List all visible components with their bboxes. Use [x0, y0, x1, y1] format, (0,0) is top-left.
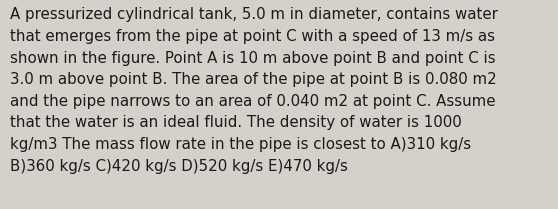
Text: A pressurized cylindrical tank, 5.0 m in diameter, contains water
that emerges f: A pressurized cylindrical tank, 5.0 m in… [10, 7, 498, 173]
